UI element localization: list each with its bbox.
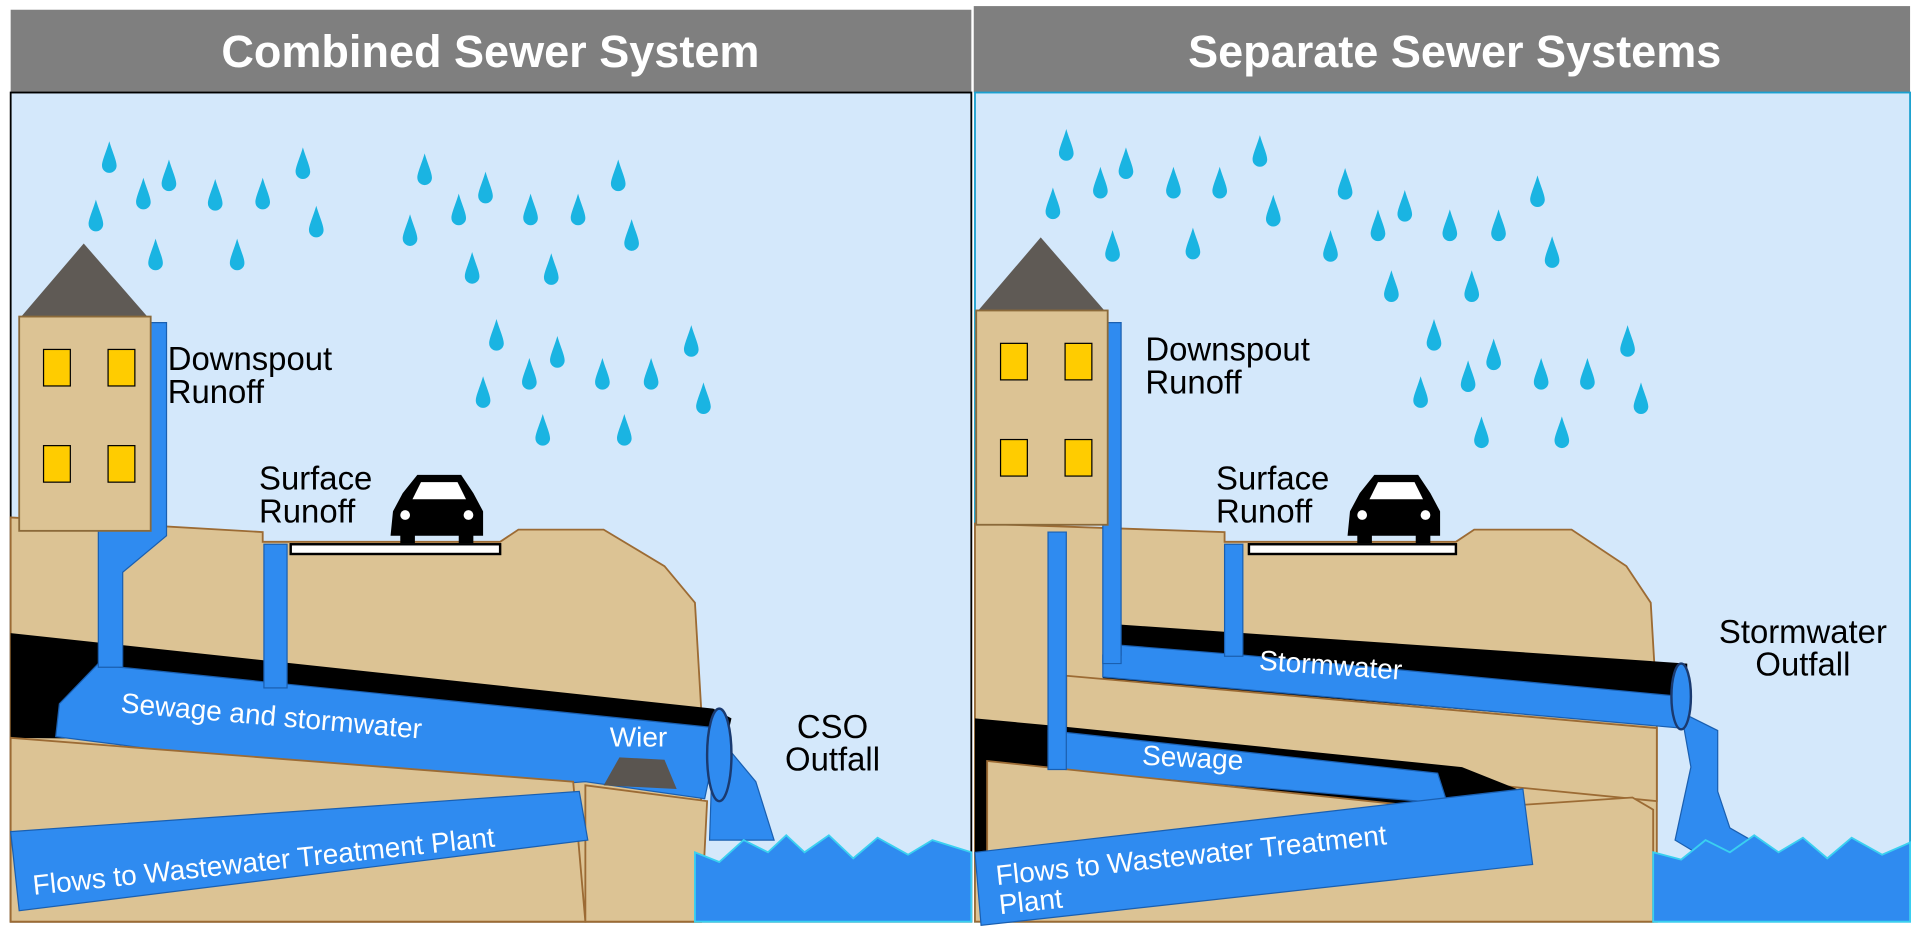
panel-title: Separate Sewer Systems bbox=[1188, 26, 1721, 77]
ground-lower bbox=[585, 785, 707, 921]
pipe-label: Wier bbox=[610, 721, 668, 752]
panel-title: Combined Sewer System bbox=[221, 26, 759, 77]
sewer-diagram: Combined Sewer System DownspoutRunoff Su… bbox=[0, 0, 1911, 929]
pipe-label: Sewage bbox=[1141, 740, 1244, 776]
inlet-pipe bbox=[1225, 544, 1243, 656]
outfall-mouth bbox=[707, 709, 731, 802]
house-sewer bbox=[1048, 532, 1066, 769]
water bbox=[695, 835, 971, 921]
road bbox=[291, 544, 500, 554]
outfall-mouth bbox=[1671, 664, 1690, 730]
road bbox=[1249, 544, 1456, 554]
inlet-pipe bbox=[264, 544, 287, 688]
